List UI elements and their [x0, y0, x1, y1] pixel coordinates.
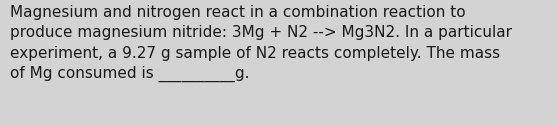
- Text: Magnesium and nitrogen react in a combination reaction to
produce magnesium nitr: Magnesium and nitrogen react in a combin…: [10, 5, 512, 82]
